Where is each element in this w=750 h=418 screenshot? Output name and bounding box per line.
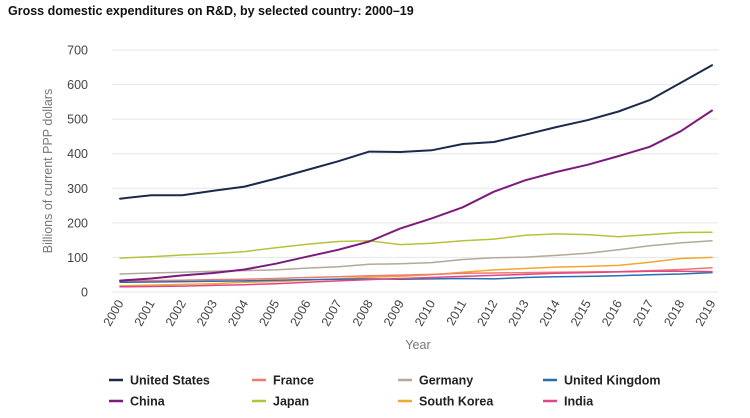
series-line-united-states	[119, 64, 713, 200]
legend-item-china: China	[109, 395, 166, 409]
grid	[112, 49, 718, 293]
y-tick-label: 200	[67, 216, 88, 230]
x-tick-label: 2007	[319, 297, 345, 328]
y-tick-label: 600	[67, 78, 88, 92]
x-tick-label: 2017	[630, 297, 656, 328]
y-tick-label: 100	[67, 251, 88, 265]
legend-label: China	[130, 395, 166, 409]
x-tick-label: 2009	[381, 297, 407, 328]
y-tick-label: 400	[67, 147, 88, 161]
x-tick-label: 2001	[132, 297, 158, 328]
x-tick-label: 2008	[350, 297, 376, 328]
legend-item-south-korea: South Korea	[398, 395, 494, 409]
series-line-china	[119, 109, 713, 282]
x-tick-label: 2011	[444, 297, 470, 327]
y-tick-label: 0	[81, 286, 88, 300]
legend-item-france: France	[252, 374, 314, 388]
x-tick-label: 2013	[506, 297, 532, 328]
legend-label: United States	[130, 374, 210, 388]
x-tick-label: 2006	[288, 297, 314, 328]
x-tick-label: 2005	[256, 297, 282, 328]
x-tick-label: 2010	[412, 297, 438, 328]
chart-title: Gross domestic expenditures on R&D, by s…	[8, 4, 414, 18]
x-tick-label: 2003	[194, 297, 220, 328]
series-line-united-kingdom	[119, 271, 713, 284]
y-axis-title: Billions of current PPP dollars	[41, 89, 55, 253]
x-tick-label: 2018	[661, 297, 687, 328]
y-tick-label: 500	[67, 113, 88, 127]
series-line-south-korea	[119, 256, 713, 287]
x-tick-label: 2019	[693, 297, 719, 328]
x-axis-title: Year	[405, 338, 430, 352]
legend-label: South Korea	[419, 395, 494, 409]
series-lines	[119, 64, 713, 288]
y-tick-label: 700	[67, 44, 88, 58]
legend-item-japan: Japan	[252, 395, 309, 409]
x-tick-label: 2016	[599, 297, 625, 328]
series-line-germany	[119, 240, 713, 275]
legend-item-united-kingdom: United Kingdom	[543, 374, 661, 388]
x-tick-label: 2000	[101, 297, 127, 328]
legend-item-india: India	[543, 395, 594, 409]
series-line-india	[119, 270, 713, 288]
x-tick-label: 2015	[568, 297, 594, 328]
legend-item-germany: Germany	[398, 374, 473, 388]
legend-item-united-states: United States	[109, 374, 210, 388]
x-tick-label: 2004	[225, 297, 251, 328]
series-line-japan	[119, 231, 713, 259]
legend-label: India	[564, 395, 594, 409]
y-tick-label: 300	[67, 182, 88, 196]
legend-label: Japan	[273, 395, 309, 409]
x-tick-label: 2014	[537, 297, 563, 328]
y-axis-ticks: 0 100 200 300 400 500 600 700	[67, 44, 88, 300]
x-axis-ticks: 2000 2001 2002 2003 2004 2005 2006 2007 2008 2009…	[101, 297, 719, 328]
legend-label: United Kingdom	[564, 374, 661, 388]
legend-label: Germany	[419, 374, 473, 388]
legend-label: France	[273, 374, 314, 388]
legend: United States France Germany United Kingdom…	[109, 374, 661, 409]
x-tick-label: 2012	[474, 297, 500, 328]
x-tick-label: 2002	[163, 297, 189, 328]
